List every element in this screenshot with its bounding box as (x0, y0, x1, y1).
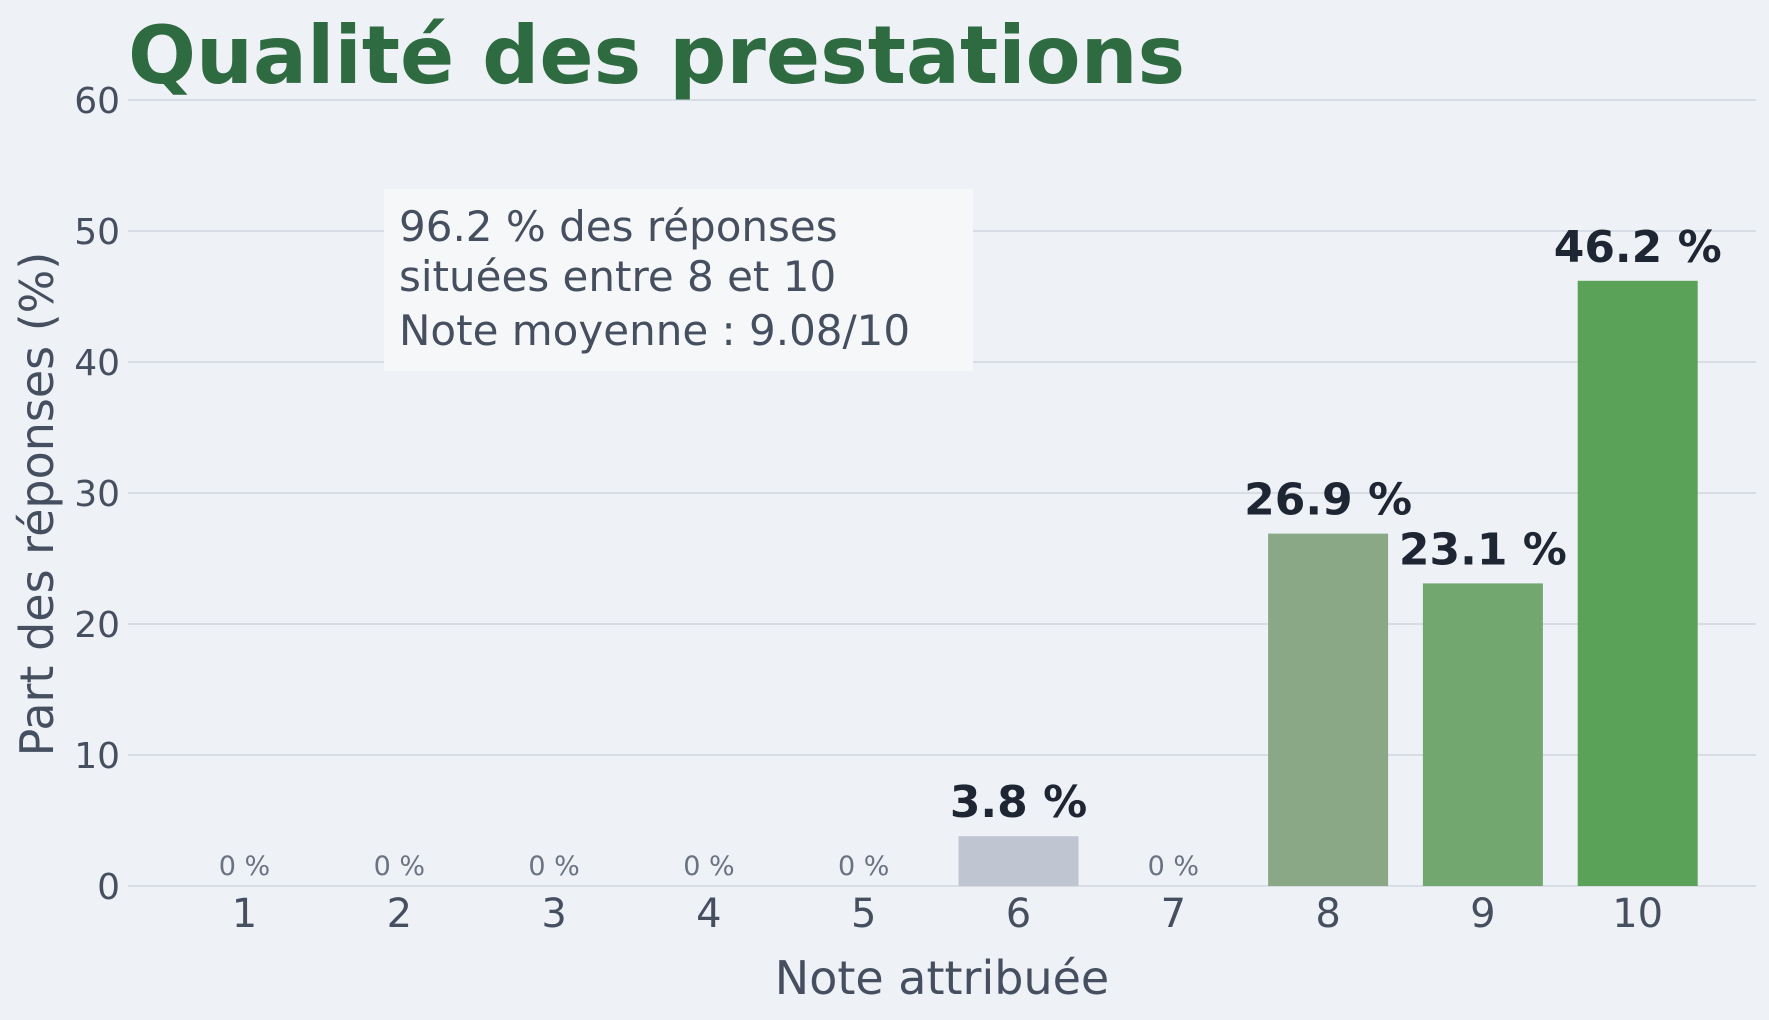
y-tick-label: 30 (74, 474, 120, 515)
value-label-4: 0 % (683, 851, 734, 882)
x-tick-label-1: 1 (232, 891, 257, 937)
x-tick-label-8: 8 (1315, 891, 1340, 937)
x-tick-label-9: 9 (1470, 891, 1495, 937)
y-tick-label: 0 (97, 867, 120, 908)
value-labels: 0 % 0 % 0 % 0 % 0 % 3.8 % 0 % 26.9 %23.1 % 46.2 … (219, 222, 1722, 882)
bars (958, 280, 1698, 886)
bar-8 (1268, 533, 1389, 886)
value-label-5: 0 % (838, 851, 889, 882)
y-tick-label: 40 (74, 343, 120, 384)
value-label-9: 23.1 % (1399, 524, 1567, 575)
x-tick-label-3: 3 (541, 891, 566, 937)
x-tick-label-2: 2 (387, 891, 412, 937)
annotation-background (384, 189, 973, 371)
x-tick-label-4: 4 (696, 891, 721, 937)
bar-6 (958, 836, 1079, 886)
y-tick-label: 20 (74, 605, 120, 646)
y-axis-label: Part des réponses (%) (10, 252, 64, 757)
annotation-line-2: situées entre 8 et 10 (399, 252, 836, 301)
value-label-6: 3.8 % (950, 777, 1087, 828)
x-tick-label-10: 10 (1612, 891, 1663, 937)
x-axis-label: Note attribuée (775, 951, 1109, 1005)
bar-9 (1422, 583, 1543, 886)
x-tick-label-7: 7 (1161, 891, 1186, 937)
value-label-7: 0 % (1148, 851, 1199, 882)
x-tick-label-5: 5 (851, 891, 876, 937)
bar-10 (1577, 280, 1698, 886)
x-tick-labels: 1 2 3 4 5 6 7 8 9 10 (232, 891, 1663, 937)
value-label-3: 0 % (528, 851, 579, 882)
annotation-line-3: Note moyenne : 9.08/10 (399, 306, 910, 355)
value-label-1: 0 % (219, 851, 270, 882)
x-tick-label-6: 6 (1006, 891, 1031, 937)
value-label-10: 46.2 % (1554, 222, 1722, 273)
y-tick-labels: 0 10 20 30 40 50 60 (74, 81, 120, 908)
annotation-line-1: 96.2 % des réponses (399, 202, 838, 251)
value-label-2: 0 % (374, 851, 425, 882)
value-label-8: 26.9 % (1244, 475, 1412, 526)
y-tick-label: 10 (74, 736, 120, 777)
annotation-box: 96.2 % des réponses situées entre 8 et 1… (384, 189, 973, 371)
y-tick-label: 50 (74, 212, 120, 253)
chart-title: Qualité des prestations (128, 9, 1185, 102)
y-tick-label: 60 (74, 81, 120, 122)
